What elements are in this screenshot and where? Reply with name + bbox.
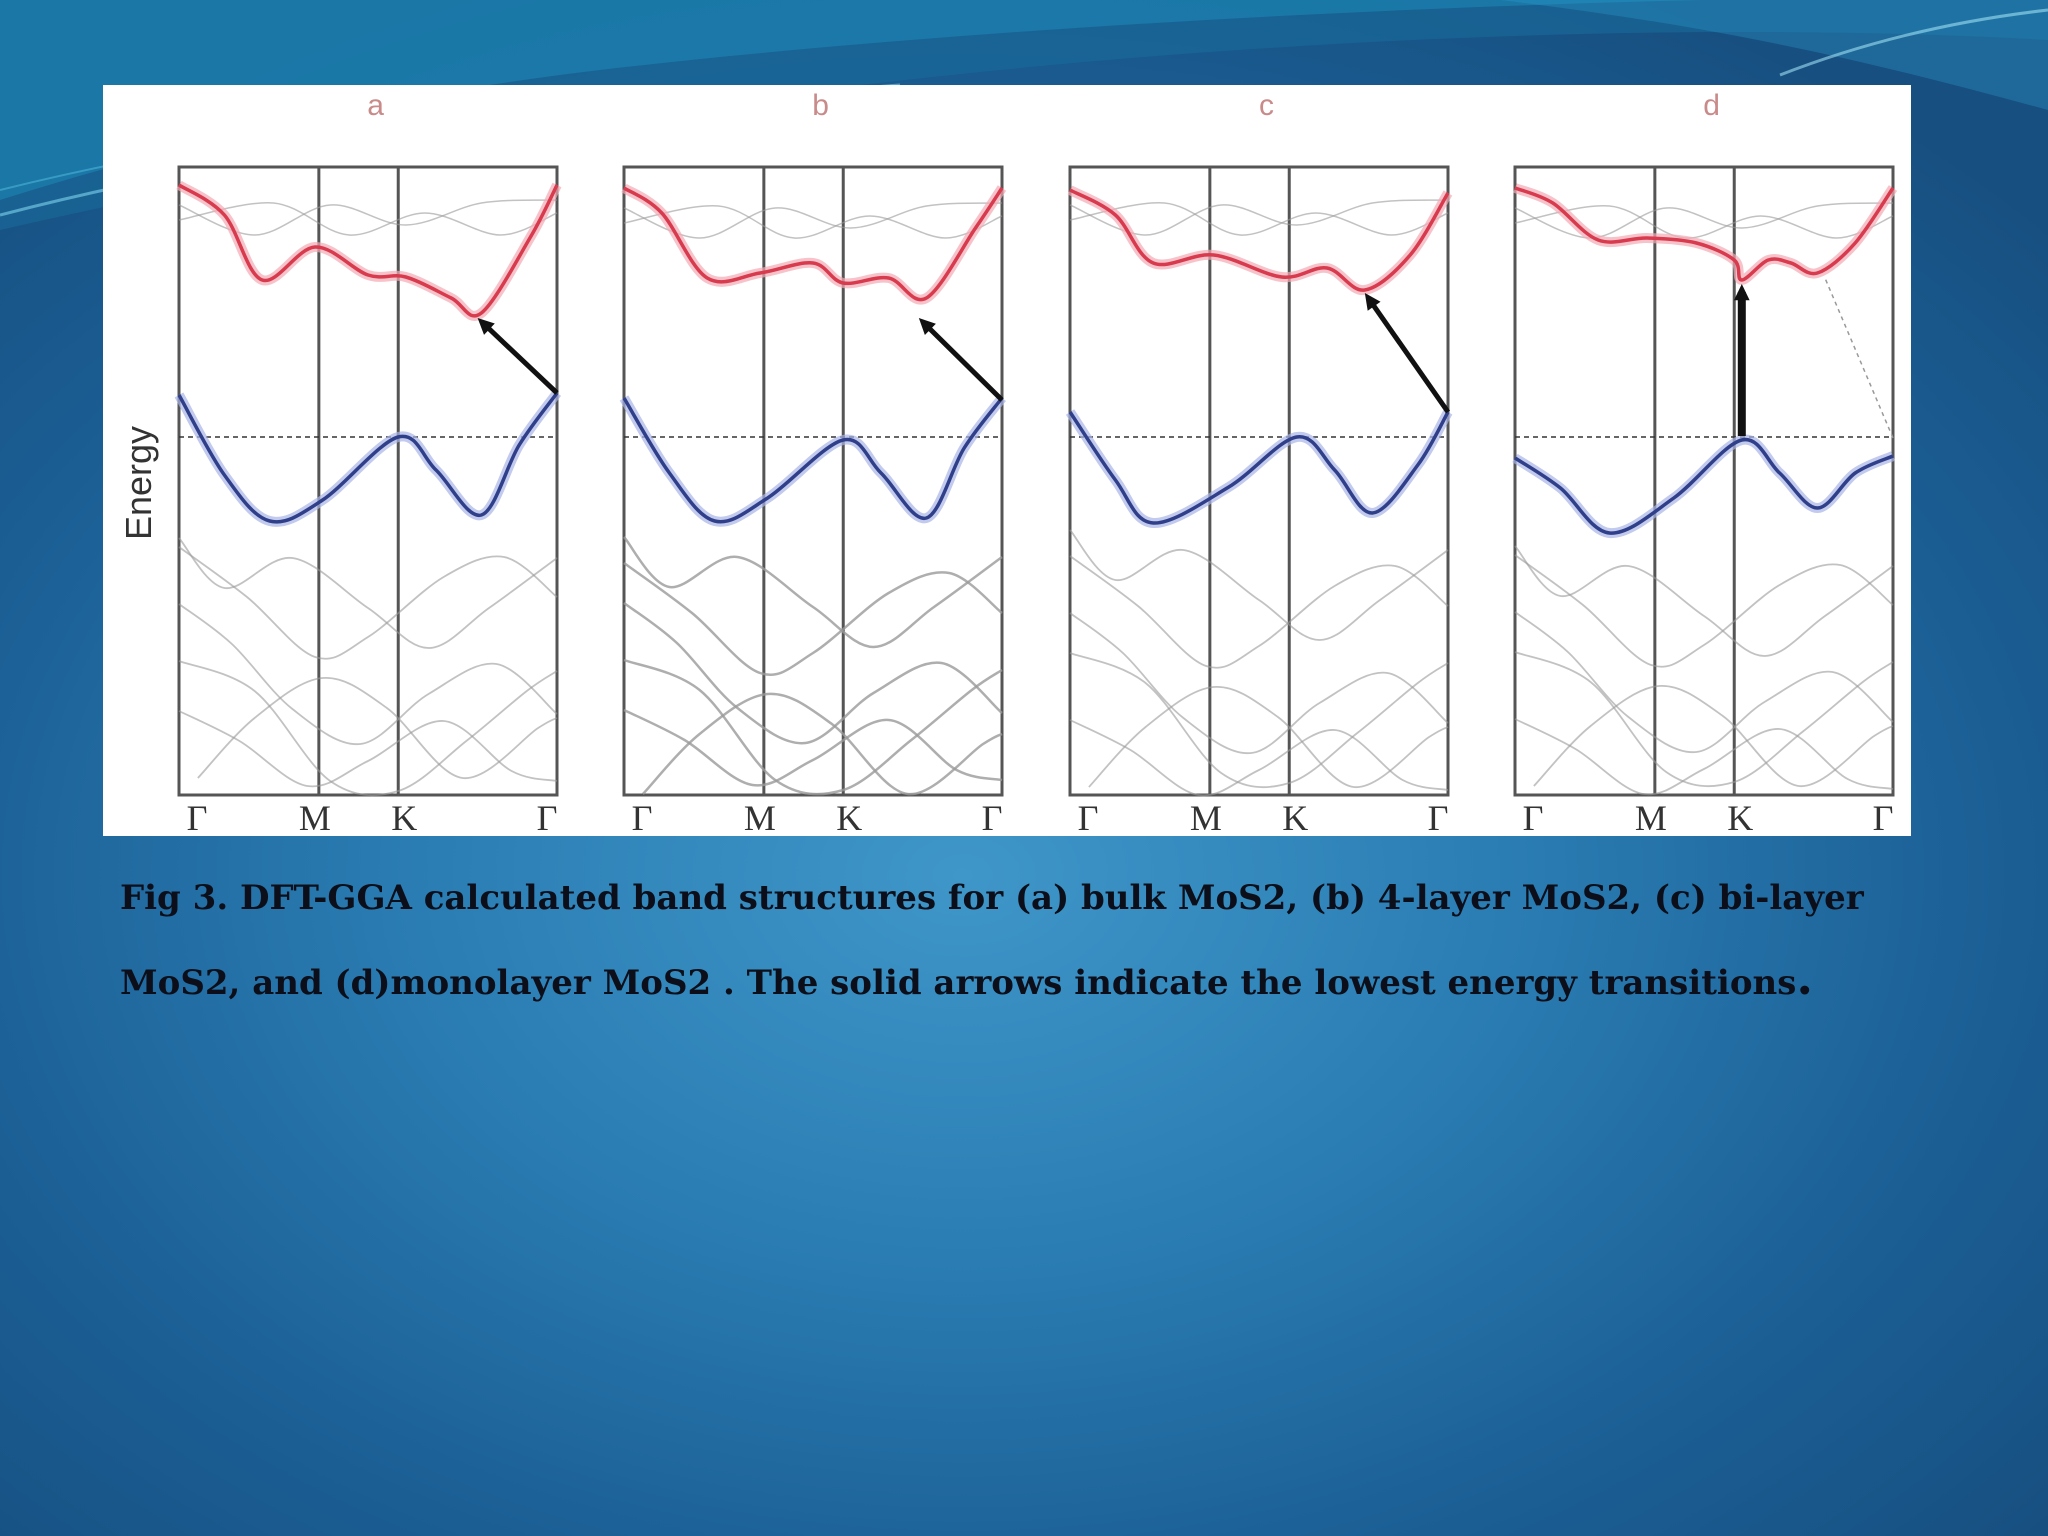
kpoint-label: M (1635, 798, 1667, 836)
kpoint-label: K (1282, 798, 1308, 836)
band-structure-plot: Energy a Γ M K Γb Γ M K Γc Γ M K Γd Γ M K Γ (118, 89, 1898, 836)
panel-letter-a: a (367, 89, 384, 122)
background-band (641, 692, 1003, 796)
transition-arrowhead (918, 318, 936, 335)
background-band (1514, 718, 1894, 796)
background-band (1069, 555, 1449, 669)
transition-arrow (1367, 298, 1451, 414)
background-band (1514, 545, 1894, 657)
transition-arrowhead (1364, 293, 1381, 311)
background-band (178, 660, 558, 796)
conduction-band (623, 186, 1004, 302)
background-band (178, 199, 558, 236)
conduction-band (1069, 188, 1450, 292)
band-panel-b: b Γ M K Γ (619, 89, 1007, 836)
kpoint-label: Γ (187, 798, 208, 836)
kpoint-label: M (1190, 798, 1222, 836)
background-band (178, 202, 558, 236)
kpoint-label: K (836, 798, 862, 836)
figure-caption: Fig 3. DFT-GGA calculated band structure… (120, 858, 1864, 1023)
background-band (623, 202, 1003, 239)
caption-end-mark: . (1796, 950, 1814, 1006)
background-band (623, 658, 1003, 796)
caption-line-2-text: MoS2, and (d)monolayer MoS2 . The solid … (120, 963, 1797, 1003)
panel-frame (1513, 165, 1895, 797)
kpoint-label: M (299, 798, 331, 836)
indirect-transition-arrow (1824, 277, 1894, 439)
background-band (1088, 686, 1449, 788)
conduction-band-glow (176, 180, 562, 321)
background-band (623, 205, 1003, 239)
background-band (623, 708, 1003, 787)
kpoint-label: Γ (1428, 798, 1449, 836)
background-band (1514, 554, 1894, 668)
kpoint-label: Γ (1078, 798, 1099, 836)
background-band (178, 537, 558, 649)
kpoint-label: Γ (537, 798, 558, 836)
valence-band-glow (1512, 434, 1896, 539)
valence-band-glow (1065, 409, 1453, 528)
background-band (1069, 719, 1449, 797)
background-band (1514, 205, 1894, 239)
transition-arrow (922, 321, 1004, 402)
kpoint-label: K (391, 798, 417, 836)
background-band (1514, 202, 1894, 239)
background-band (178, 710, 558, 788)
valence-band (622, 396, 1004, 524)
background-band (1533, 685, 1894, 787)
background-band (1514, 651, 1894, 787)
background-band (623, 561, 1003, 676)
caption-line-2: MoS2, and (d)monolayer MoS2 . The solid … (120, 938, 1840, 1023)
conduction-band (1514, 186, 1895, 282)
kpoint-label: Γ (632, 798, 653, 836)
kpoint-label: Γ (1873, 798, 1894, 836)
background-band (623, 602, 1003, 745)
valence-band (1068, 411, 1450, 525)
transition-arrowhead (477, 318, 495, 335)
background-band (1069, 652, 1449, 788)
background-band (1069, 202, 1449, 236)
background-band (1514, 611, 1894, 753)
transition-arrowhead (1733, 284, 1750, 301)
band-panel-a: a Γ M K Γ (174, 89, 562, 836)
band-panel-c: c Γ M K Γ (1065, 89, 1453, 836)
background-band (178, 546, 558, 660)
band-panel-d: d Γ M K Γ (1512, 89, 1898, 836)
y-axis-label: Energy (118, 426, 159, 540)
panel-frame (1068, 165, 1450, 797)
kpoint-label: M (744, 798, 776, 836)
background-band (623, 536, 1003, 649)
panel-letter-d: d (1703, 89, 1720, 122)
kpoint-label: Γ (1523, 798, 1544, 836)
kpoint-label: Γ (982, 798, 1003, 836)
background-band (178, 603, 558, 745)
panel-letter-b: b (812, 89, 829, 122)
background-band (1069, 529, 1449, 641)
background-band (1069, 612, 1449, 754)
valence-band (1514, 437, 1894, 535)
panel-letter-c: c (1259, 89, 1274, 122)
conduction-band (178, 183, 559, 318)
background-band (197, 677, 558, 779)
valence-band (177, 391, 559, 524)
kpoint-label: K (1727, 798, 1753, 836)
caption-line-1: Fig 3. DFT-GGA calculated band structure… (120, 878, 1864, 918)
background-band (1069, 199, 1449, 236)
transition-arrow (481, 321, 559, 395)
